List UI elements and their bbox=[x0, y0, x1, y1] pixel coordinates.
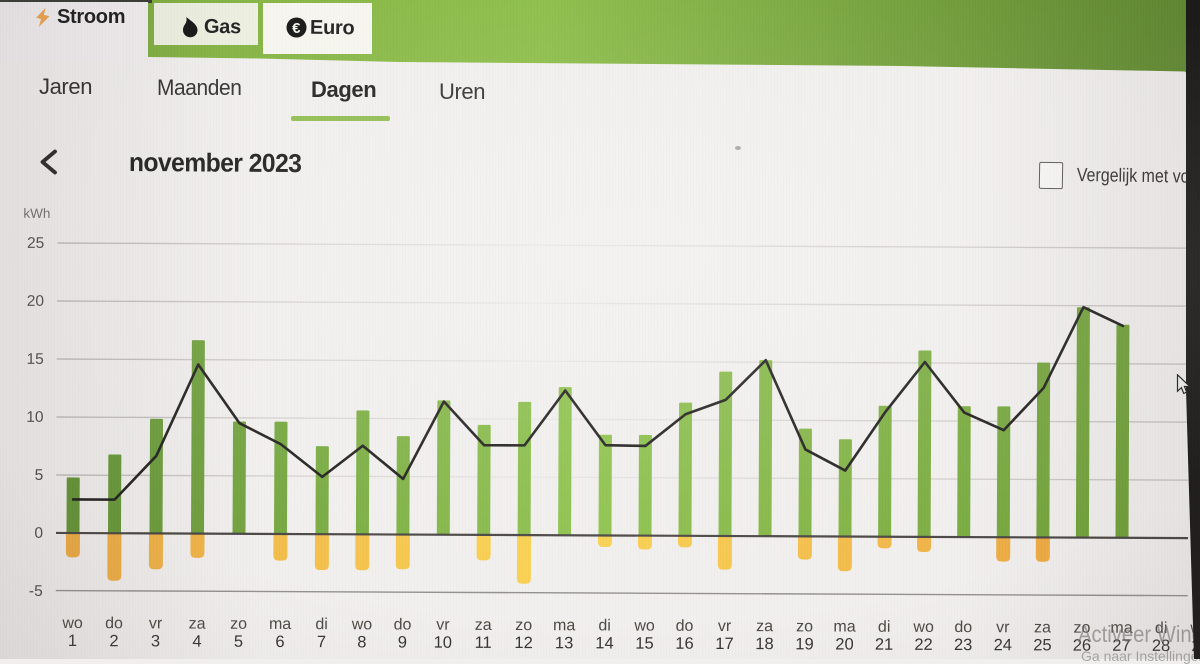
svg-text:19: 19 bbox=[795, 635, 813, 653]
svg-text:24: 24 bbox=[994, 636, 1012, 654]
svg-text:27: 27 bbox=[1112, 637, 1130, 655]
svg-text:ma: ma bbox=[553, 617, 575, 634]
svg-text:ma: ma bbox=[269, 616, 291, 633]
svg-text:7: 7 bbox=[317, 633, 326, 651]
svg-text:do: do bbox=[105, 615, 123, 632]
svg-text:5: 5 bbox=[234, 633, 243, 651]
svg-text:€: € bbox=[292, 20, 301, 37]
svg-text:di: di bbox=[598, 617, 611, 634]
svg-text:20: 20 bbox=[27, 293, 45, 310]
svg-text:do: do bbox=[676, 618, 694, 635]
svg-text:20: 20 bbox=[835, 635, 853, 653]
svg-text:do: do bbox=[954, 619, 972, 636]
svg-text:di: di bbox=[1155, 620, 1168, 637]
svg-text:za: za bbox=[1034, 619, 1051, 636]
svg-text:vr: vr bbox=[996, 619, 1010, 636]
svg-text:2: 2 bbox=[109, 632, 118, 650]
svg-text:15: 15 bbox=[26, 351, 43, 368]
svg-text:23: 23 bbox=[954, 636, 972, 654]
svg-text:10: 10 bbox=[26, 409, 44, 426]
svg-text:1: 1 bbox=[68, 632, 77, 650]
svg-text:18: 18 bbox=[755, 635, 773, 653]
svg-text:zo: zo bbox=[515, 617, 532, 634]
svg-text:wo: wo bbox=[61, 615, 83, 632]
svg-text:wo: wo bbox=[351, 616, 373, 633]
svg-text:28: 28 bbox=[1152, 637, 1170, 655]
svg-text:3: 3 bbox=[151, 632, 160, 650]
svg-text:21: 21 bbox=[875, 636, 893, 654]
svg-text:12: 12 bbox=[514, 634, 532, 652]
svg-text:vr: vr bbox=[436, 617, 450, 634]
svg-text:10: 10 bbox=[434, 634, 452, 652]
svg-text:ma: ma bbox=[833, 618, 855, 635]
svg-text:15: 15 bbox=[635, 635, 653, 653]
svg-text:zo: zo bbox=[796, 618, 813, 635]
svg-text:17: 17 bbox=[715, 635, 733, 653]
svg-text:0: 0 bbox=[34, 525, 43, 542]
svg-text:do: do bbox=[394, 616, 412, 633]
svg-text:4: 4 bbox=[192, 633, 201, 651]
svg-text:-5: -5 bbox=[29, 583, 43, 600]
svg-text:vr: vr bbox=[718, 618, 732, 635]
svg-text:22: 22 bbox=[914, 636, 932, 654]
svg-text:16: 16 bbox=[675, 635, 693, 653]
svg-text:za: za bbox=[189, 616, 206, 633]
svg-text:14: 14 bbox=[595, 634, 613, 652]
svg-text:25: 25 bbox=[1033, 636, 1051, 654]
svg-text:5: 5 bbox=[35, 467, 44, 484]
svg-text:zo: zo bbox=[1073, 620, 1090, 637]
svg-text:kWh: kWh bbox=[23, 206, 50, 221]
svg-text:wo: wo bbox=[912, 619, 934, 636]
svg-text:zo: zo bbox=[230, 616, 247, 633]
svg-text:wo: wo bbox=[633, 618, 655, 635]
svg-text:za: za bbox=[756, 618, 773, 635]
svg-text:di: di bbox=[315, 616, 328, 633]
svg-text:vr: vr bbox=[149, 615, 163, 632]
svg-text:26: 26 bbox=[1073, 637, 1091, 655]
svg-text:za: za bbox=[475, 617, 492, 634]
svg-text:ma: ma bbox=[1110, 620, 1132, 637]
svg-text:13: 13 bbox=[555, 634, 573, 652]
svg-text:25: 25 bbox=[27, 235, 44, 252]
svg-text:di: di bbox=[878, 619, 891, 636]
svg-text:11: 11 bbox=[475, 634, 492, 652]
svg-text:8: 8 bbox=[357, 633, 366, 651]
svg-text:6: 6 bbox=[275, 633, 284, 651]
svg-text:9: 9 bbox=[398, 634, 407, 652]
